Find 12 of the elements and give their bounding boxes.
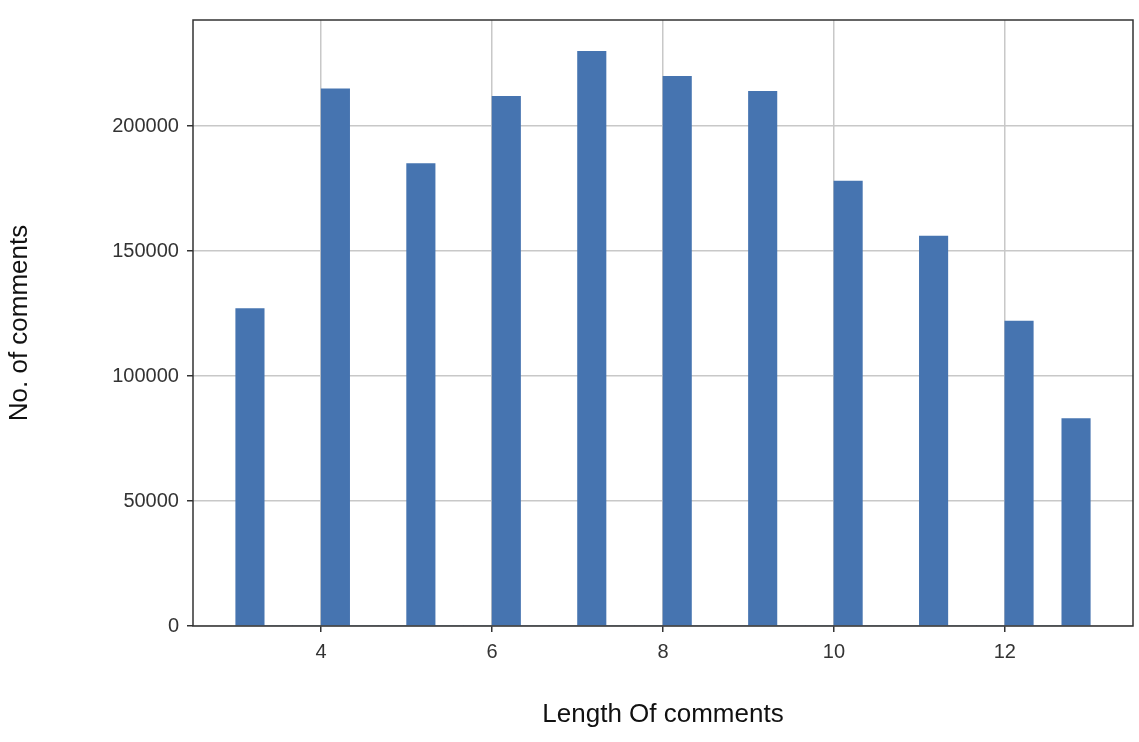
y-tick-label: 50000 (123, 488, 179, 511)
x-tick-label: 10 (822, 639, 846, 662)
y-tick-label: 150000 (112, 238, 179, 261)
y-tick-label: 0 (167, 613, 179, 636)
x-tick-label: 4 (315, 639, 327, 662)
x-tick-label: 12 (993, 639, 1016, 662)
y-tick-label: 200000 (112, 113, 179, 136)
x-tick-label: 6 (486, 639, 498, 662)
x-tick-label: 8 (657, 639, 669, 662)
y-tick-label: 100000 (112, 363, 179, 386)
y-axis-title: No. of comments (2, 224, 33, 422)
x-axis-title: Length Of comments (542, 697, 784, 728)
